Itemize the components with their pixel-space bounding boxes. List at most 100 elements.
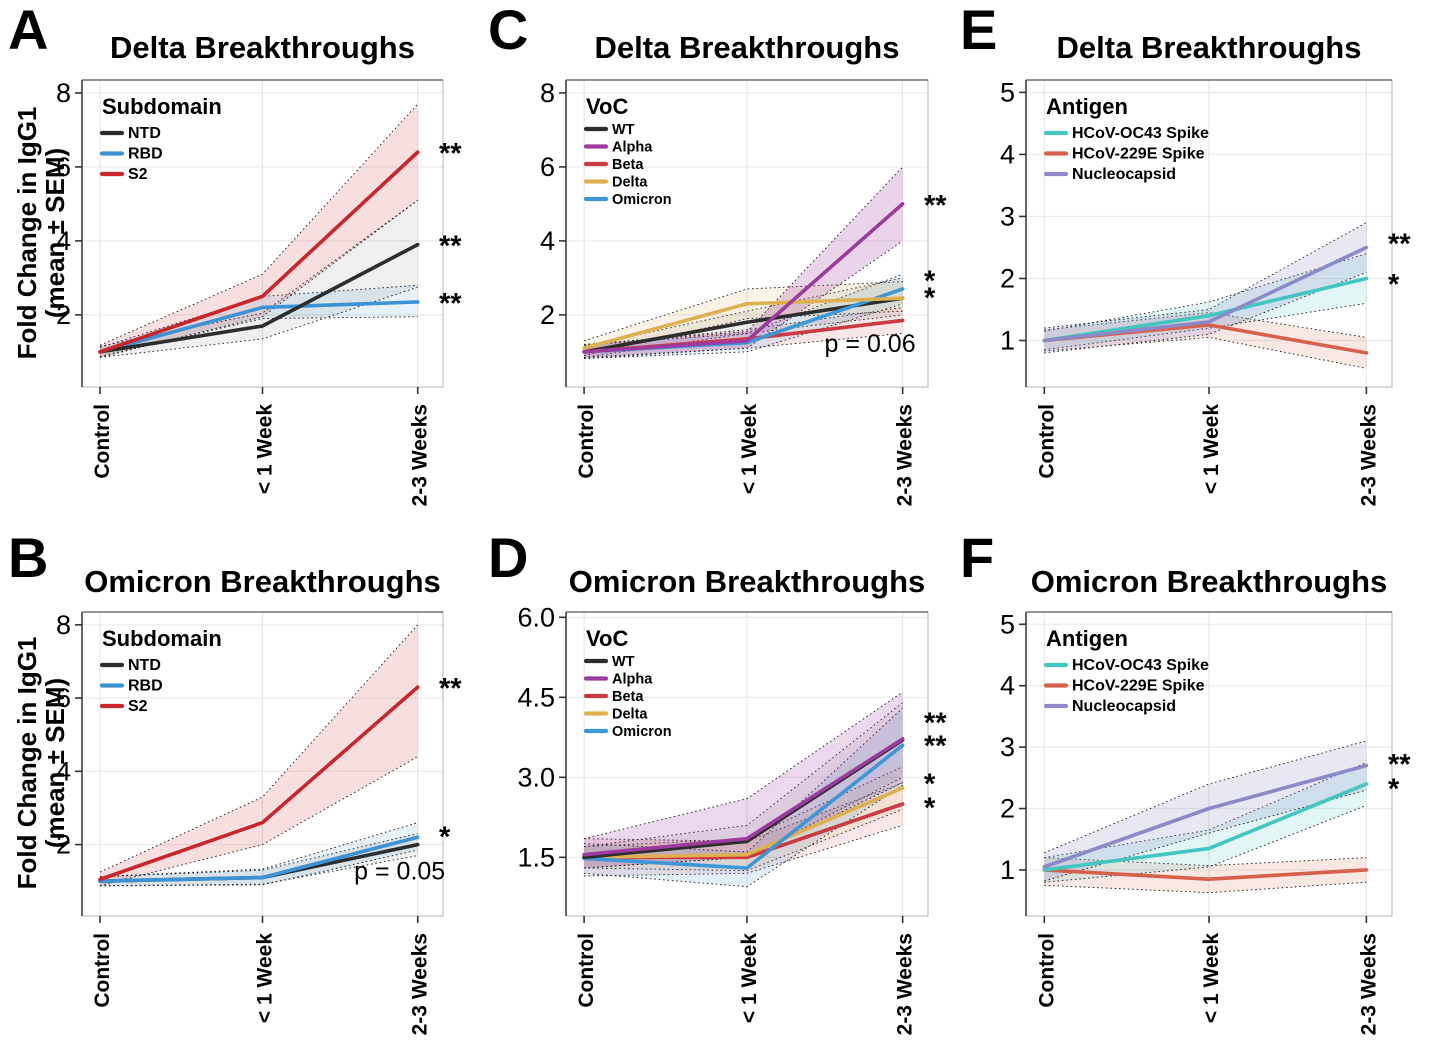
ribbon-HCoV-229E Spike (1044, 312, 1367, 369)
panel-title: Delta Breakthroughs (110, 30, 415, 65)
significance-marker: ** (924, 190, 947, 222)
legend-label: RBD (128, 678, 163, 695)
significance-marker: * (924, 769, 936, 801)
ribbon-Beta (584, 782, 903, 876)
legend-label: Alpha (612, 672, 653, 688)
panel-b: 2 4 6 8 Control < 1 Week 2-3 Weeks Subdomain NTD… (0, 528, 478, 1042)
sem-ribbons (1044, 740, 1367, 894)
ribbon-S2 (100, 624, 418, 886)
y-tick-label: 4 (540, 226, 555, 256)
legend: Antigen HCoV-OC43 Spike HCoV-229E Spike Nuc… (1043, 626, 1209, 715)
ribbon-Nucleocapsid (1044, 222, 1367, 353)
panel-letter: F (960, 526, 994, 589)
panel-title: Omicron Breakthroughs (568, 564, 926, 599)
series-Nucleocapsid-line (1042, 245, 1369, 343)
x-tick-label: Control (91, 404, 114, 479)
y-tick-label: 5 (1000, 609, 1015, 639)
y-tick-label: 4 (1000, 139, 1015, 169)
series-Omicron-line (582, 743, 905, 870)
significance-marker: ** (924, 730, 947, 762)
y-tick-label: 6.0 (517, 602, 555, 632)
y-axis: 1 2 3 4 5 (1000, 609, 1026, 885)
series-lines (1042, 245, 1369, 355)
x-tick-label: < 1 Week (254, 933, 277, 1023)
y-axis: 1.5 3.0 4.5 6.0 (517, 602, 566, 872)
significance-marker: ** (924, 707, 947, 739)
ribbon-HCoV-OC43 Spike (1044, 253, 1367, 350)
y-axis: 2 4 6 8 (56, 610, 82, 860)
legend-label: S2 (128, 166, 148, 183)
panel-e: 1 2 3 4 5 Control < 1 Week 2-3 Weeks Antigen HCoV… (952, 0, 1430, 528)
y-tick-label: 8 (56, 78, 71, 108)
x-tick-label: 2-3 Weeks (1357, 404, 1380, 506)
panel-letter: B (8, 526, 48, 589)
x-axis: Control < 1 Week 2-3 Weeks (91, 916, 432, 1035)
panel-a-chart: 2 4 6 8 Control < 1 Week 2-3 Weeks Subdomain NTD… (56, 78, 462, 506)
legend: Subdomain NTD RBD S2 (99, 626, 222, 715)
sem-ribbons (1044, 222, 1367, 369)
series-Alpha-line (582, 737, 905, 857)
series-HCoV-OC43 Spike-line (1042, 276, 1369, 343)
panel-a: 2 4 6 8 Control < 1 Week 2-3 Weeks Subdomain NTD… (0, 0, 478, 528)
x-axis: Control < 1 Week 2-3 Weeks (91, 387, 432, 506)
series-lines (582, 737, 905, 870)
y-tick-label: 2 (1000, 794, 1015, 824)
x-tick-label: Control (91, 933, 114, 1008)
series-NTD-line (98, 242, 420, 354)
y-tick-label: 2 (540, 300, 555, 330)
series-Delta-line (582, 296, 905, 350)
panel-b-chart: 2 4 6 8 Control < 1 Week 2-3 Weeks Subdomain NTD… (56, 610, 462, 1036)
y-tick-label: 3 (1000, 201, 1015, 231)
legend-label: WT (612, 654, 635, 670)
y-tick-label: 5 (1000, 77, 1015, 107)
x-tick-label: 2-3 Weeks (409, 933, 432, 1035)
panel-c: 2 4 6 8 Control < 1 Week 2-3 Weeks VoC WT Alpha Be… (480, 0, 950, 528)
panel-title: Delta Breakthroughs (594, 30, 900, 65)
gridlines (1026, 80, 1392, 387)
x-tick-label: 2-3 Weeks (894, 404, 917, 506)
y-tick-label: 2 (1000, 263, 1015, 293)
y-tick-label: 6 (56, 683, 71, 713)
significance-marker: ** (439, 138, 462, 170)
panel-d-chart: 1.5 3.0 4.5 6.0 Control < 1 Week 2-3 Weeks VoC W… (517, 602, 947, 1035)
panel-title: Delta Breakthroughs (1056, 30, 1362, 65)
legend-label: Omicron (612, 724, 672, 740)
y-tick-label: 3.0 (517, 762, 555, 792)
ribbon-HCoV-OC43 Spike (1044, 762, 1367, 883)
series-HCoV-OC43 Spike-line (1042, 782, 1369, 872)
x-tick-label: 2-3 Weeks (409, 404, 432, 506)
y-tick-label: 1 (1000, 855, 1015, 885)
series-lines (98, 150, 420, 354)
x-tick-label: < 1 Week (254, 404, 277, 494)
panel-f-chart: 1 2 3 4 5 Control < 1 Week 2-3 Weeks Antigen HCoV… (1000, 609, 1411, 1035)
x-tick-label: Control (575, 933, 598, 1008)
y-tick-label: 8 (540, 78, 555, 108)
x-tick-label: Control (1035, 404, 1058, 479)
annotations: *** (439, 673, 462, 853)
y-tick-label: 1.5 (517, 842, 555, 872)
y-tick-label: 8 (56, 610, 71, 640)
legend-label: WT (612, 122, 635, 138)
y-tick-label: 2 (56, 300, 71, 330)
panel-letter: C (488, 0, 528, 61)
legend-label: HCoV-229E Spike (1072, 146, 1205, 163)
panel-letter: E (960, 0, 997, 61)
gridlines (566, 80, 928, 387)
significance-marker: ** (1388, 228, 1411, 260)
series-S2-line (98, 150, 420, 354)
y-tick-label: 6 (56, 152, 71, 182)
legend-title: Antigen (1046, 94, 1128, 119)
panel-c-chart: 2 4 6 8 Control < 1 Week 2-3 Weeks VoC WT AlphaBe… (540, 78, 947, 506)
x-tick-label: < 1 Week (738, 404, 761, 494)
series-S2-line (98, 685, 420, 882)
ribbon-HCoV-229E Spike (1044, 857, 1367, 893)
legend-label: Omicron (612, 192, 672, 208)
significance-marker: * (1388, 269, 1400, 301)
legend-label: Delta (612, 707, 648, 723)
significance-marker: ** (1388, 749, 1411, 781)
p-value-label: p = 0.06 (825, 330, 916, 358)
y-tick-label: 4 (1000, 671, 1015, 701)
legend-title: VoC (586, 626, 628, 651)
